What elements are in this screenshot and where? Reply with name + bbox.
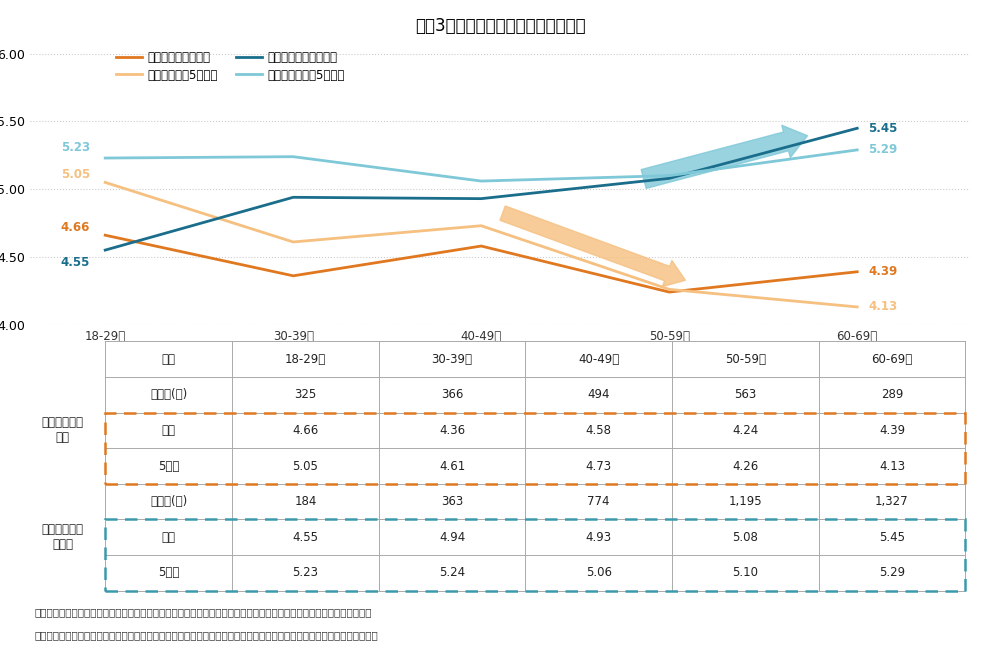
Text: 40-49歳: 40-49歳 [461,330,502,343]
Bar [105,413,965,484]
Text: 4.55: 4.55 [292,531,318,544]
FancyArrowPatch shape [500,206,685,287]
Text: 4.66: 4.66 [61,221,90,234]
Text: 1,327: 1,327 [875,495,909,508]
Text: 現在: 現在 [162,531,176,544]
Text: 5.05: 5.05 [292,460,318,472]
Text: 4.39: 4.39 [868,265,898,278]
Text: 4.94: 4.94 [439,531,465,544]
Text: 1,195: 1,195 [729,495,762,508]
Text: 4.73: 4.73 [586,460,612,472]
Text: 5.29: 5.29 [879,566,905,579]
Text: 363: 363 [441,495,463,508]
Text: 30-39歳: 30-39歳 [273,330,314,343]
Text: 5年後: 5年後 [158,460,179,472]
Text: 5.23: 5.23 [292,566,318,579]
Text: 5.24: 5.24 [439,566,465,579]
Text: 4.39: 4.39 [879,424,905,437]
Text: 4.55: 4.55 [61,256,90,269]
Text: 今後もずっと
持ち家: 今後もずっと 持ち家 [42,523,84,552]
Bar [105,519,965,590]
Text: 4.93: 4.93 [586,531,612,544]
Text: 5.29: 5.29 [868,144,898,156]
Text: 5年後: 5年後 [158,566,179,579]
Text: 5.45: 5.45 [879,531,905,544]
Text: 5.10: 5.10 [732,566,758,579]
Text: 5.06: 5.06 [586,566,612,579]
Text: 60-69歳: 60-69歳 [837,330,878,343]
Text: 4.61: 4.61 [439,460,465,472]
Text: 60-69歳: 60-69歳 [871,353,913,366]
Text: 4.36: 4.36 [439,424,465,437]
Text: 366: 366 [441,389,463,401]
Text: 回答者(人): 回答者(人) [150,389,187,401]
Text: 325: 325 [294,389,317,401]
Legend: ずっと賃貸（現在）, ずっと賃貸（5年後）, ずっと持ち家（現在）, ずっと持ち家（5年後）: ずっと賃貸（現在）, ずっと賃貸（5年後）, ずっと持ち家（現在）, ずっと持ち… [111,46,350,87]
Text: 5.08: 5.08 [732,531,758,544]
Text: 563: 563 [734,389,756,401]
Text: 4.13: 4.13 [879,460,905,472]
Text: 184: 184 [294,495,317,508]
FancyArrowPatch shape [641,125,808,189]
Text: 18-29歳: 18-29歳 [285,353,326,366]
Text: 4.66: 4.66 [292,424,319,437]
Text: 18-29歳: 18-29歳 [85,330,126,343]
Text: 5.05: 5.05 [61,168,90,180]
Text: 現在: 現在 [162,424,176,437]
Text: 50-59歳: 50-59歳 [649,330,690,343]
Text: 50-59歳: 50-59歳 [725,353,766,366]
Text: 4.58: 4.58 [586,424,612,437]
Text: 年代: 年代 [162,353,176,366]
Text: 4.24: 4.24 [732,424,758,437]
Text: 図表3　住居形態と年代別生活満足度: 図表3 住居形態と年代別生活満足度 [415,17,585,35]
Text: 30-39歳: 30-39歳 [432,353,473,366]
Text: 今後もずっと
賃貸: 今後もずっと 賃貸 [42,417,84,444]
Text: 774: 774 [587,495,610,508]
Text: ＊今後もずっと持ち家：現在の住まいが「持ち家」かつ、過去３年で住み替えしておらず、今後３年も住み替え予定はない: ＊今後もずっと持ち家：現在の住まいが「持ち家」かつ、過去３年で住み替えしておらず… [35,630,378,640]
Text: 5.23: 5.23 [61,141,90,154]
Text: 4.13: 4.13 [868,301,898,313]
Text: 4.26: 4.26 [732,460,758,472]
Text: 494: 494 [587,389,610,401]
Text: 回答者(人): 回答者(人) [150,495,187,508]
Text: 289: 289 [881,389,903,401]
Text: 40-49歳: 40-49歳 [578,353,619,366]
Text: 5.45: 5.45 [868,121,898,135]
Text: ＊今後もずっと賃貸　：現在の住まいが「賃貸」かつ、過去３年で住み替えしておらず、今後３年も住み替え予定はない: ＊今後もずっと賃貸 ：現在の住まいが「賃貸」かつ、過去３年で住み替えしておらず、… [35,608,372,617]
